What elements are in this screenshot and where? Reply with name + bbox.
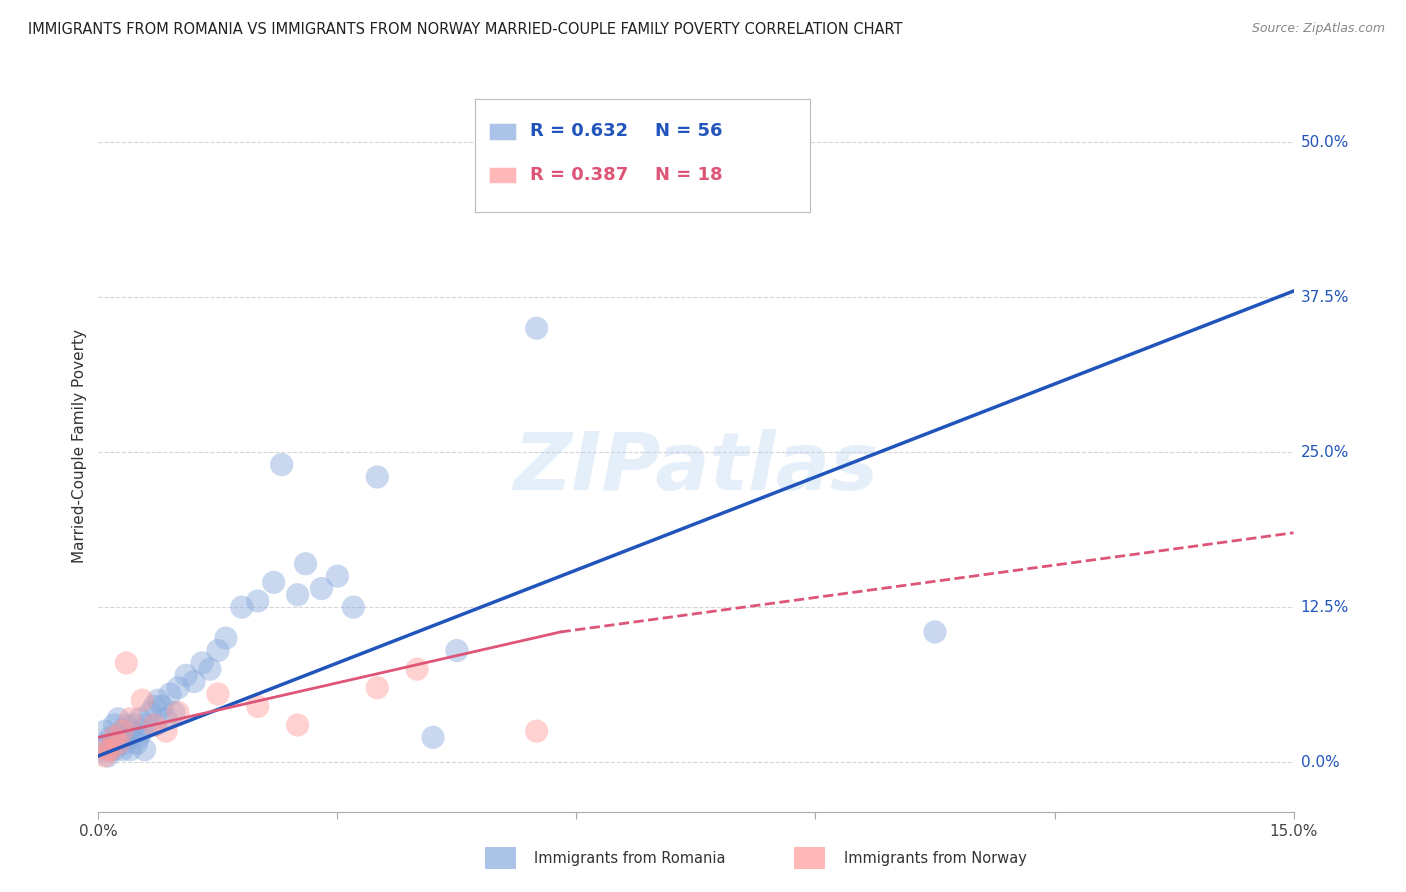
Point: [101, 737, 124, 751]
Point: [125, 737, 148, 751]
Point: [366, 681, 388, 695]
Point: [263, 575, 285, 590]
Point: [422, 731, 444, 745]
Point: [107, 712, 129, 726]
Point: [131, 693, 153, 707]
Point: [246, 594, 269, 608]
Point: [118, 731, 141, 745]
Point: [94, 748, 117, 763]
Text: 50.0%: 50.0%: [1301, 135, 1348, 150]
Point: [270, 458, 292, 472]
Point: [446, 643, 468, 657]
Point: [198, 662, 221, 676]
Text: Immigrants from Norway: Immigrants from Norway: [844, 851, 1026, 865]
Y-axis label: Married-Couple Family Poverty: Married-Couple Family Poverty: [72, 329, 87, 563]
Point: [366, 470, 388, 484]
Text: 0.0%: 0.0%: [1301, 755, 1340, 770]
Point: [115, 656, 138, 670]
Point: [145, 718, 167, 732]
Point: [96, 743, 118, 757]
Text: R = 0.632: R = 0.632: [530, 122, 628, 140]
Point: [143, 718, 166, 732]
Text: Source: ZipAtlas.com: Source: ZipAtlas.com: [1251, 22, 1385, 36]
Point: [342, 600, 364, 615]
Point: [104, 731, 127, 745]
Text: N = 18: N = 18: [655, 167, 723, 185]
Point: [120, 712, 142, 726]
Point: [135, 718, 157, 732]
Point: [143, 699, 166, 714]
Point: [98, 731, 122, 745]
Point: [406, 662, 429, 676]
Point: [124, 718, 146, 732]
Point: [191, 656, 214, 670]
Point: [287, 588, 309, 602]
Text: R = 0.387: R = 0.387: [530, 167, 628, 185]
FancyBboxPatch shape: [489, 123, 516, 139]
FancyBboxPatch shape: [475, 99, 810, 212]
Point: [246, 699, 269, 714]
Point: [326, 569, 349, 583]
Text: ZIPatlas: ZIPatlas: [513, 429, 879, 507]
Point: [98, 743, 122, 757]
Point: [120, 743, 142, 757]
Point: [94, 724, 117, 739]
Point: [127, 731, 149, 745]
Point: [207, 643, 229, 657]
Point: [924, 624, 946, 639]
Point: [111, 724, 134, 739]
Text: IMMIGRANTS FROM ROMANIA VS IMMIGRANTS FROM NORWAY MARRIED-COUPLE FAMILY POVERTY : IMMIGRANTS FROM ROMANIA VS IMMIGRANTS FR…: [28, 22, 903, 37]
Text: 12.5%: 12.5%: [1301, 599, 1348, 615]
Text: 25.0%: 25.0%: [1301, 445, 1348, 459]
Point: [311, 582, 333, 596]
Point: [107, 737, 129, 751]
Point: [103, 731, 125, 745]
Text: Immigrants from Romania: Immigrants from Romania: [534, 851, 725, 865]
Point: [111, 724, 134, 739]
Point: [174, 668, 197, 682]
Point: [526, 321, 548, 335]
Text: N = 56: N = 56: [655, 122, 723, 140]
Point: [139, 706, 162, 720]
Point: [183, 674, 205, 689]
Point: [115, 718, 138, 732]
Point: [121, 724, 143, 739]
Point: [134, 743, 156, 757]
Point: [103, 718, 125, 732]
FancyBboxPatch shape: [489, 168, 516, 184]
Point: [110, 731, 132, 745]
Point: [167, 681, 190, 695]
Point: [207, 687, 229, 701]
Point: [97, 748, 120, 763]
Point: [150, 699, 173, 714]
Point: [155, 724, 177, 739]
Text: 37.5%: 37.5%: [1301, 290, 1348, 305]
Point: [155, 712, 177, 726]
Point: [103, 743, 125, 757]
Point: [96, 737, 118, 751]
Point: [107, 737, 129, 751]
Point: [287, 718, 309, 732]
Point: [148, 693, 170, 707]
Point: [215, 631, 238, 645]
Point: [159, 687, 181, 701]
Point: [91, 743, 114, 757]
Point: [111, 743, 134, 757]
Point: [163, 706, 186, 720]
Point: [128, 712, 150, 726]
Point: [231, 600, 253, 615]
Point: [131, 724, 153, 739]
Point: [98, 743, 122, 757]
Point: [526, 724, 548, 739]
Point: [167, 706, 190, 720]
Point: [112, 737, 135, 751]
Point: [294, 557, 316, 571]
